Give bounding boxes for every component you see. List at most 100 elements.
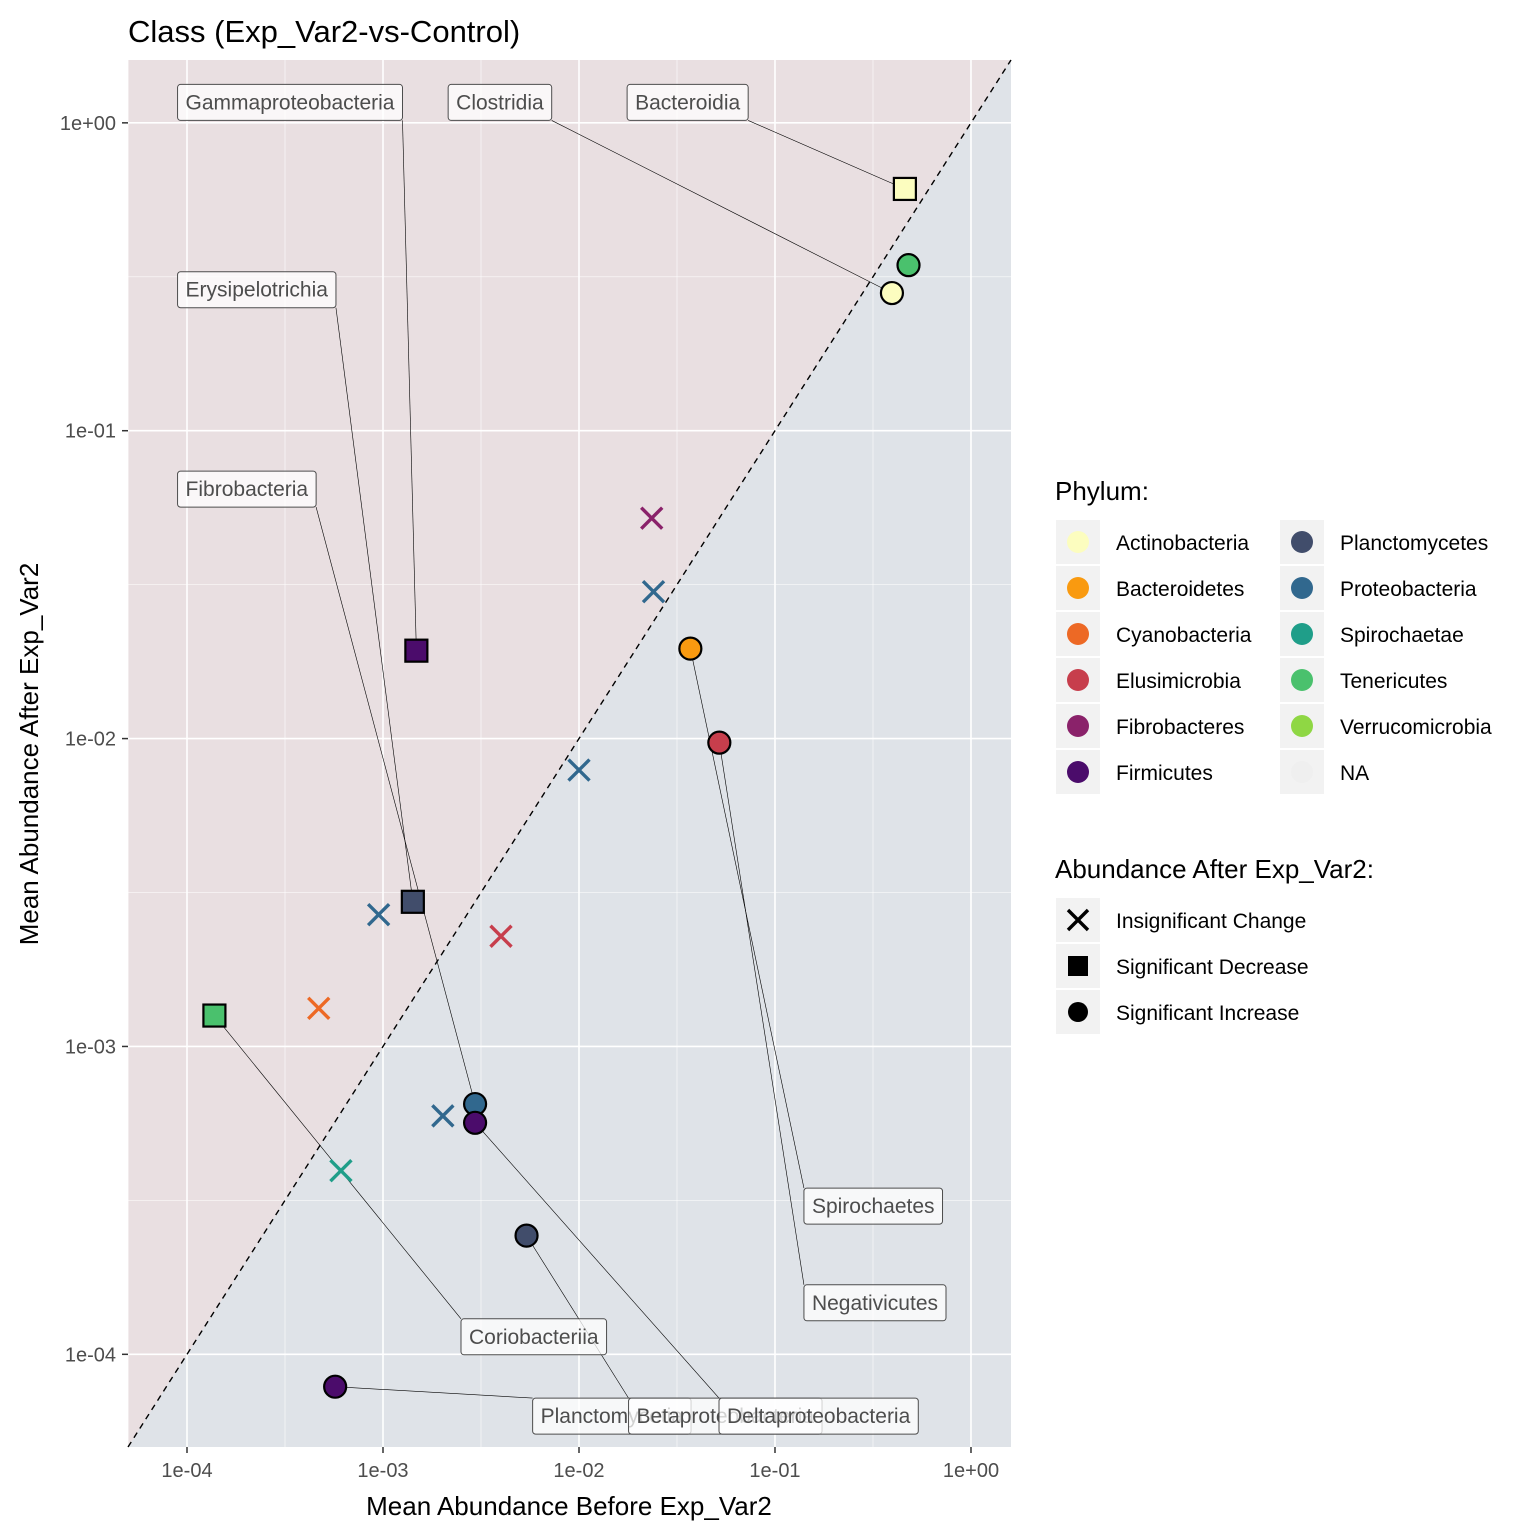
legend-square-icon	[1068, 956, 1088, 976]
x-tick-label: 1e-01	[749, 1460, 800, 1482]
label-box	[447, 83, 553, 121]
label-box	[177, 470, 317, 508]
legend-phylum-items: Actinobacteria Bacteroidetes Cyanobacteria…	[1056, 520, 1492, 794]
point-cross	[431, 1104, 455, 1128]
label-connector	[315, 507, 476, 1105]
legend-phylum-label: Bacteroidetes	[1116, 578, 1244, 601]
label-connector	[474, 1122, 720, 1399]
point-square	[404, 638, 429, 663]
legend-phylum-label: Verrucomicrobia	[1340, 716, 1492, 739]
label-box	[177, 271, 337, 309]
label-connector	[748, 120, 906, 190]
label-box	[803, 1187, 944, 1225]
legend-phylum-swatch	[1291, 531, 1313, 553]
point-label: Fibrobacteria	[186, 478, 309, 501]
y-tick-label: 1e-04	[65, 1344, 116, 1366]
legend-phylum-label: Spirochaetae	[1340, 624, 1464, 647]
point-label: Negativicutes	[812, 1292, 938, 1315]
legend-phylum-swatch	[1067, 531, 1089, 553]
legend-phylum-swatch	[1291, 669, 1313, 691]
point-square	[892, 176, 917, 202]
point-label: Deltaproteobacteria	[727, 1405, 911, 1428]
legend-shape-label: Insignificant Change	[1116, 910, 1306, 933]
x-tick-label: 1e+00	[943, 1460, 999, 1482]
legend-cross-icon	[1066, 908, 1090, 932]
x-tick-label: 1e-04	[161, 1460, 212, 1482]
data-points	[202, 176, 921, 1399]
label-box	[718, 1397, 919, 1435]
legend-phylum-label: Actinobacteria	[1116, 532, 1249, 555]
point-circle	[896, 253, 921, 278]
legend-phylum-label: Tenericutes	[1340, 670, 1447, 693]
label-connector	[335, 1386, 533, 1399]
legend-phylum-title: Phylum:	[1055, 476, 1149, 506]
y-axis: 1e-04 1e-03 1e-02 1e-01 1e+00	[60, 113, 128, 1366]
legend-shape-label: Significant Decrease	[1116, 956, 1309, 979]
point-cross	[307, 996, 331, 1021]
y-tick-label: 1e-03	[65, 1036, 116, 1058]
point-cross	[366, 902, 391, 927]
point-cross	[567, 758, 591, 782]
point-label: Bacteroidia	[635, 91, 740, 114]
label-box	[177, 83, 403, 121]
label-connectors	[214, 120, 906, 1399]
legend-phylum-swatch	[1291, 715, 1313, 737]
label-connector	[551, 120, 893, 294]
legend-phylum-swatch	[1067, 715, 1089, 737]
point-circle	[514, 1223, 539, 1248]
point-circle	[462, 1110, 488, 1135]
legend-phylum-swatch	[1291, 623, 1313, 645]
y-tick-label: 1e-01	[65, 421, 116, 443]
legend-phylum-swatch	[1067, 577, 1089, 599]
y-tick-label: 1e+00	[60, 113, 116, 135]
x-axis: 1e-04 1e-03 1e-02 1e-01 1e+00	[161, 1447, 999, 1482]
legend-phylum-swatch	[1067, 623, 1089, 645]
x-tick-label: 1e-03	[357, 1460, 408, 1482]
point-cross	[641, 579, 666, 604]
point-cross	[489, 924, 513, 948]
legend-phylum-label: Planctomycetes	[1340, 532, 1488, 555]
chart-title: Class (Exp_Var2-vs-Control)	[128, 14, 520, 49]
legend-phylum-label: Firmicutes	[1116, 762, 1213, 785]
legend-phylum-swatch	[1067, 669, 1089, 691]
legend-phylum-label: Elusimicrobia	[1116, 670, 1241, 693]
point-label: Gammaproteobacteria	[186, 91, 395, 114]
label-connector	[402, 120, 417, 651]
x-axis-title: Mean Abundance Before Exp_Var2	[366, 1491, 772, 1521]
legend-phylum-label: Proteobacteria	[1340, 578, 1477, 601]
point-cross	[640, 506, 664, 530]
y-axis-title: Mean Abundance After Exp_Var2	[14, 563, 44, 946]
legend-shape-title: Abundance After Exp_Var2:	[1055, 854, 1374, 884]
y-tick-label: 1e-02	[65, 729, 116, 751]
legend-circle-icon	[1068, 1002, 1088, 1022]
legend-shape-label: Significant Increase	[1116, 1002, 1299, 1025]
point-label: Erysipelotrichia	[186, 279, 329, 302]
grid-lines	[88, 60, 1011, 1509]
label-connector	[526, 1235, 629, 1399]
point-circle	[323, 1374, 348, 1399]
point-cross	[329, 1158, 353, 1183]
label-box	[626, 83, 749, 121]
point-square	[400, 889, 425, 914]
label-connector	[719, 742, 805, 1285]
label-box	[460, 1318, 608, 1356]
point-circle	[707, 730, 732, 755]
legend-phylum-label: NA	[1340, 762, 1369, 785]
label-box	[803, 1284, 947, 1322]
label-connector	[335, 307, 414, 902]
point-circle	[879, 280, 905, 306]
legend-shape-items: Insignificant Change Significant Decrease…	[1056, 898, 1309, 1034]
legend-phylum-swatch	[1067, 761, 1089, 783]
point-label: Clostridia	[456, 91, 544, 114]
legend-phylum-swatch	[1291, 577, 1313, 599]
legend: Phylum: Actinobacteria Bacteroidetes Cyano…	[1055, 476, 1492, 1034]
legend-phylum-swatch	[1291, 761, 1313, 783]
legend-phylum-label: Cyanobacteria	[1116, 624, 1252, 647]
point-label: Spirochaetes	[812, 1195, 935, 1218]
point-square	[202, 1003, 227, 1028]
legend-phylum-label: Fibrobacteres	[1116, 716, 1244, 739]
point-circle	[678, 636, 703, 661]
point-labels: Gammaproteobacteria Clostridia Bacteroidia…	[177, 83, 947, 1435]
x-tick-label: 1e-02	[553, 1460, 604, 1482]
